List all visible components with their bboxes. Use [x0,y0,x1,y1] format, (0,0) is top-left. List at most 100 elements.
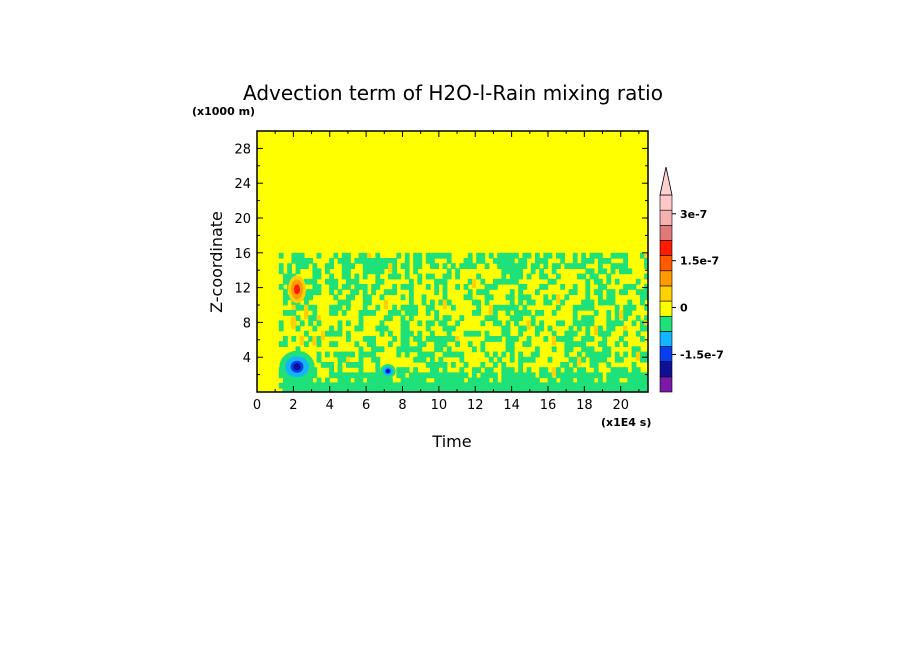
contour-cell [493,320,498,327]
contour-cell [299,252,305,259]
contour-cell [375,258,381,264]
colorbar-segment [659,331,673,347]
contour-cell [488,367,494,373]
contour-cell [442,315,448,321]
contour-cell [438,377,444,384]
contour-cell [308,304,313,311]
contour-cell [484,336,490,342]
contour-cell [467,341,473,347]
contour-cell [430,336,435,342]
contour-cell [362,351,368,358]
contour-cell [367,268,372,275]
contour-cell [455,336,460,346]
contour-cell [278,372,284,379]
contour-cell [417,252,423,259]
contour-cell [400,377,406,384]
contour-cell [539,258,544,264]
contour-cell [304,258,309,264]
contour-cell [316,268,322,275]
contour-cell [501,362,507,368]
contour-cell [614,367,620,373]
contour-cell [551,310,557,316]
contour-cell [505,294,511,301]
contour-cell [409,284,414,290]
contour-cell [430,263,435,269]
contour-cell [346,294,351,301]
contour-cell [350,372,355,379]
contour-cell [333,341,339,347]
contour-cell [404,273,410,280]
contour-cell [518,351,523,358]
contour-cell [430,351,435,358]
contour-cell [371,336,376,342]
contour-cell [581,372,586,379]
contour-cell [472,263,477,269]
contour-cell [640,294,645,301]
contour-cell [459,356,465,363]
contour-cell [589,304,595,311]
colorbar-segment [659,209,673,226]
contour-cell [497,278,502,285]
contour-cell [606,315,612,321]
contour-cell [329,362,334,368]
contour-cell [421,377,427,384]
contour-cell [480,377,486,384]
contour-cell [535,377,540,384]
contour-cell [514,263,519,269]
contour-cell [354,362,360,368]
contour-cell [598,263,603,269]
contour-cell [585,351,591,358]
contour-cell [404,367,410,373]
contour-base [282,382,648,392]
x-tick-label: 16 [540,398,557,413]
contour-cell [283,341,288,347]
contour-cell [472,299,477,306]
contour-cell [341,258,347,264]
contour-cell [295,252,301,259]
contour-cell [316,315,321,325]
contour-cell [606,299,612,306]
colorbar-over-arrow [659,166,673,196]
contour-cell [451,304,456,311]
contour-cell [602,351,607,358]
contour-cell [606,330,612,337]
contour-cell [535,330,540,337]
contour-cell [568,325,574,332]
contour-cell [358,356,364,363]
contour-cell [392,258,397,264]
contour-cell [619,320,624,327]
contour-cell [451,325,456,332]
contour-cell [501,325,507,332]
contour-cell [409,294,414,301]
contour-cell [581,336,586,342]
colorbar-segment [659,361,673,378]
contour-cell [278,263,284,269]
contour-cell [484,372,490,379]
contour-cell [501,351,507,358]
x-unit-label: (x1E4 s) [601,416,651,429]
contour-cell [623,252,628,259]
contour-cell [572,263,578,269]
contour-cell [329,367,334,373]
contour-cell [442,252,448,259]
contour-cell [627,377,633,384]
contour-cell [417,330,423,337]
contour-cell [346,268,351,275]
contour-cell [631,362,637,368]
contour-cell [564,263,570,269]
contour-cell [354,284,360,290]
contour-cell [283,289,288,295]
x-tick-label: 6 [362,398,370,413]
contour-cell [522,377,528,384]
contour-cell [635,372,641,379]
contour-cell [581,377,586,384]
contour-cell [367,341,372,347]
contour-cell [598,258,603,264]
contour-cell [593,372,599,379]
contour-cell [446,351,452,358]
contour-cell [375,346,381,353]
contour-cell [547,325,553,332]
contour-cell [501,263,507,269]
contour-cell [598,268,603,275]
contour-cell [451,362,456,368]
